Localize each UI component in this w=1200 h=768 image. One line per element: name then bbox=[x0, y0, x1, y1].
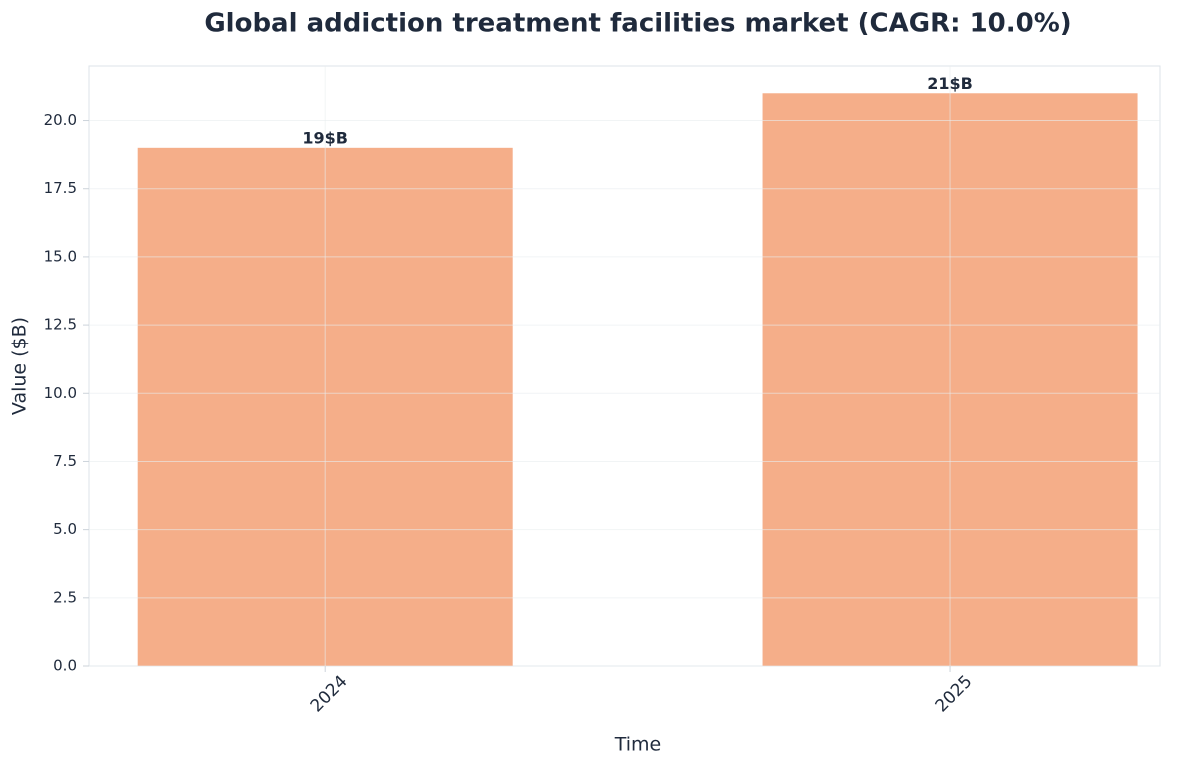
y-tick-label: 7.5 bbox=[53, 452, 77, 470]
y-tick-label: 5.0 bbox=[53, 520, 77, 538]
y-tick-label: 12.5 bbox=[44, 316, 77, 334]
x-tick-label: 2025 bbox=[932, 672, 977, 717]
y-axis-label: Value ($B) bbox=[9, 317, 31, 415]
y-tick-label: 2.5 bbox=[53, 588, 77, 606]
x-tick-label: 2024 bbox=[307, 672, 352, 717]
y-tick-label: 15.0 bbox=[44, 247, 77, 265]
value-label: 21$B bbox=[927, 74, 973, 93]
y-tick-label: 20.0 bbox=[44, 111, 77, 129]
y-tick-label: 0.0 bbox=[53, 657, 77, 675]
x-axis-label: Time bbox=[614, 734, 662, 756]
value-label: 19$B bbox=[302, 128, 348, 147]
chart-title: Global addiction treatment facilities ma… bbox=[204, 9, 1071, 39]
y-tick-label: 17.5 bbox=[44, 179, 77, 197]
y-tick-label: 10.0 bbox=[44, 384, 77, 402]
